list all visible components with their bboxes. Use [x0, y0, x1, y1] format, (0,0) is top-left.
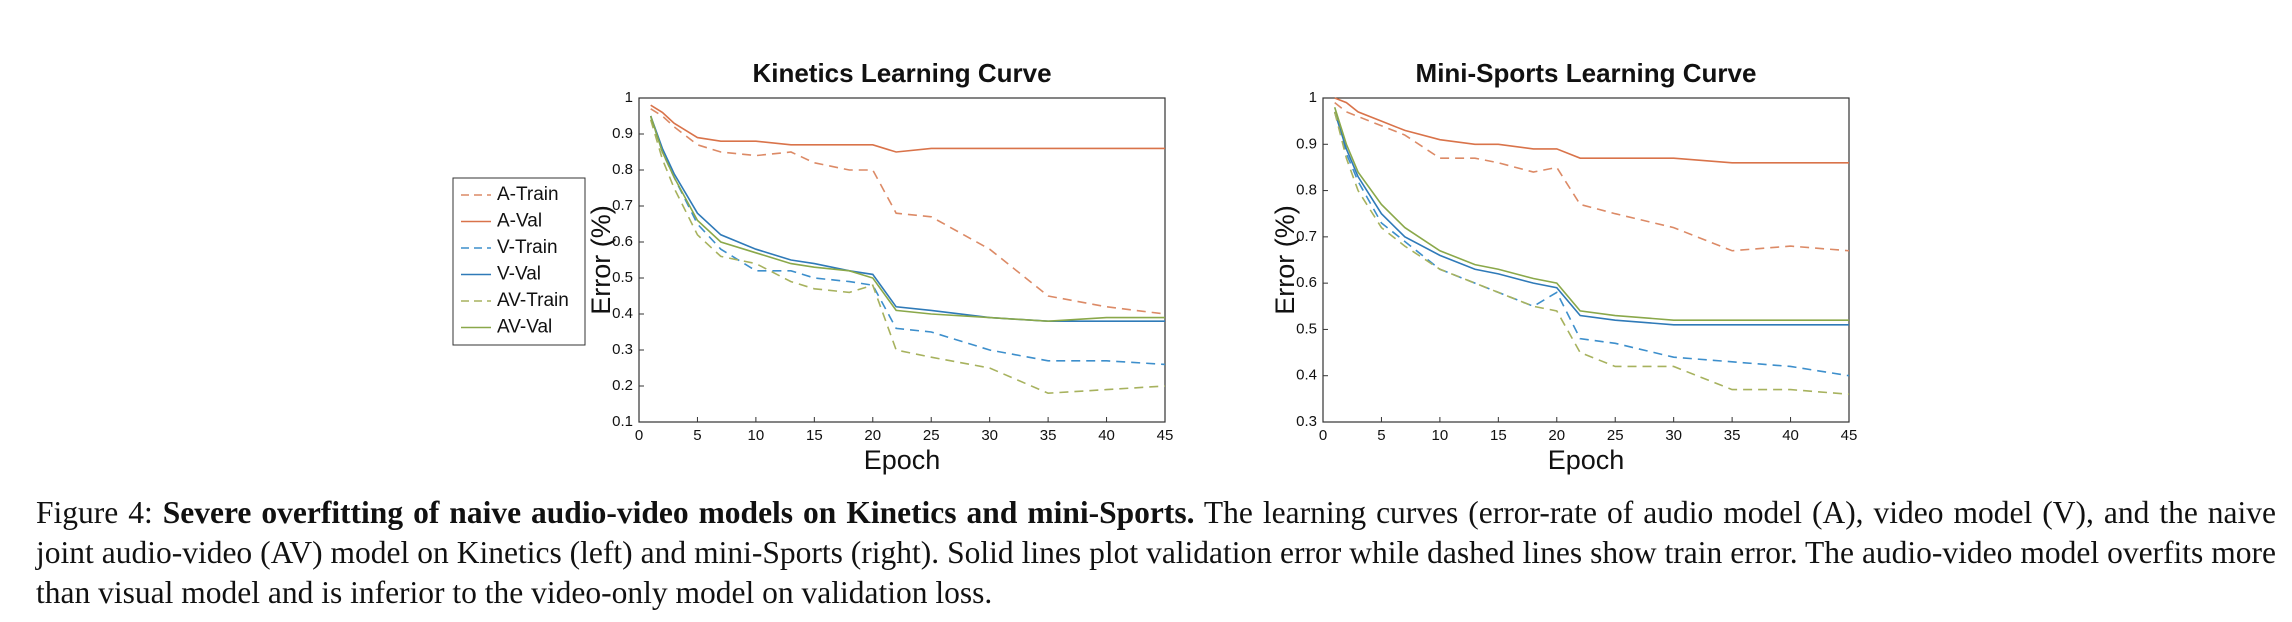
y-tick-label: 1: [1309, 89, 1317, 106]
plot-area: [638, 97, 1166, 423]
y-axis-label: Error (%): [1270, 205, 1300, 315]
x-tick-label: 0: [635, 427, 643, 444]
series-line: [1333, 111, 1850, 396]
y-tick-label: 1: [625, 89, 633, 106]
y-tick-label: 0.6: [612, 233, 633, 250]
y-tick-label: 0.7: [612, 197, 633, 214]
series-line: [1334, 102, 1850, 252]
caption-label: Figure 4:: [36, 495, 153, 530]
x-tick-label: 5: [693, 427, 701, 444]
series-line: [1333, 107, 1849, 321]
legend-label: A-Val: [497, 211, 542, 232]
y-tick-label: 0.1: [612, 413, 633, 430]
legend-label: AV-Train: [497, 290, 569, 311]
y-tick-label: 0.5: [612, 269, 633, 286]
series-line: [649, 115, 1166, 366]
x-tick-label: 20: [864, 427, 881, 444]
series-line: [1333, 111, 1849, 326]
series-line: [1334, 97, 1849, 164]
y-tick-label: 0.2: [612, 377, 633, 394]
caption: Figure 4: Severe overfitting of naive au…: [36, 493, 2276, 613]
x-tick-label: 30: [1665, 427, 1682, 444]
y-tick-label: 0.6: [1296, 274, 1317, 291]
legend-label: A-Train: [497, 184, 559, 205]
figure: Kinetics Learning Curve Epoch Error (%) 0 5 1…: [452, 58, 1858, 475]
y-tick-label: 0.9: [612, 125, 633, 142]
x-tick-label: 10: [748, 427, 765, 444]
x-tick-label: 45: [1157, 427, 1174, 444]
x-tick-label: 5: [1377, 427, 1385, 444]
x-axis-label: Epoch: [864, 445, 941, 475]
x-tick-label: 25: [923, 427, 940, 444]
y-tick-label: 0.8: [612, 161, 633, 178]
y-tick-label: 0.4: [1296, 367, 1317, 384]
legend-label: V-Val: [497, 264, 541, 285]
x-tick-label: 30: [981, 427, 998, 444]
legend-label: AV-Val: [497, 317, 552, 338]
x-tick-label: 20: [1548, 427, 1565, 444]
x-tick-label: 15: [806, 427, 823, 444]
series-line: [649, 119, 1166, 395]
x-tick-label: 25: [1607, 427, 1624, 444]
y-axis-label: Error (%): [586, 205, 616, 315]
y-tick-label: 0.4: [612, 305, 633, 322]
y-tick-label: 0.7: [1296, 228, 1317, 245]
x-tick-label: 40: [1098, 427, 1115, 444]
chart-title: Kinetics Learning Curve: [752, 58, 1051, 88]
series-line: [650, 108, 1166, 315]
x-tick-label: 40: [1782, 427, 1799, 444]
x-tick-label: 15: [1490, 427, 1507, 444]
plot-area: [1322, 97, 1850, 423]
series-line: [650, 104, 1165, 153]
legend-box: [452, 177, 586, 346]
x-tick-label: 35: [1724, 427, 1741, 444]
y-tick-label: 0.8: [1296, 182, 1317, 199]
y-tick-label: 0.3: [1296, 413, 1317, 430]
chart-title: Mini-Sports Learning Curve: [1416, 58, 1757, 88]
x-tick-label: 10: [1432, 427, 1449, 444]
x-axis-label: Epoch: [1548, 445, 1625, 475]
y-tick-label: 0.9: [1296, 135, 1317, 152]
caption-text: The learning curves (error-rate of audio…: [36, 495, 2277, 610]
y-tick-label: 0.3: [612, 341, 633, 358]
x-tick-label: 45: [1841, 427, 1858, 444]
y-tick-label: 0.5: [1296, 320, 1317, 337]
series-line: [649, 115, 1165, 323]
x-tick-label: 0: [1319, 427, 1327, 444]
caption-bold: Severe overfitting of naive audio-video …: [162, 495, 1195, 530]
series-line: [1333, 111, 1850, 377]
x-tick-label: 35: [1040, 427, 1057, 444]
legend-label: V-Train: [497, 237, 558, 258]
